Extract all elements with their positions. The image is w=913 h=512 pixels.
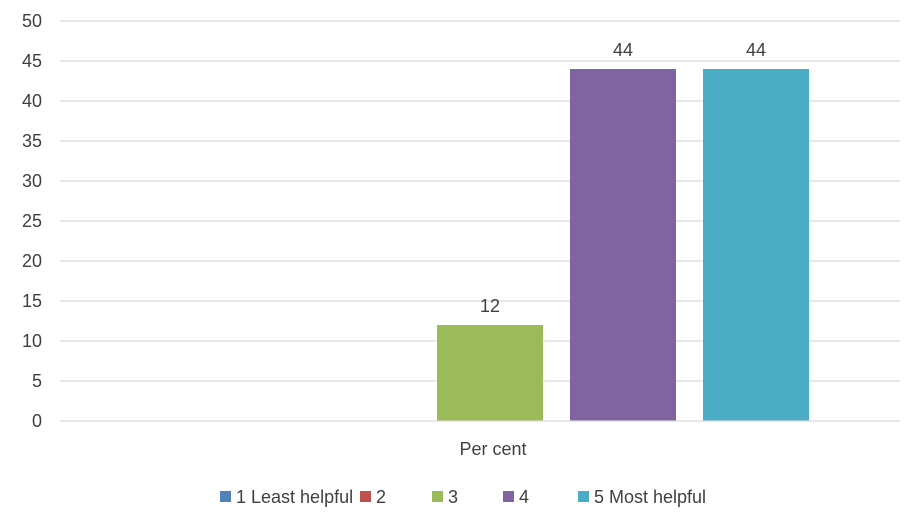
bar-5 <box>703 69 809 421</box>
legend: 1 Least helpful 2 3 4 5 Most helpful <box>220 487 706 507</box>
y-tick-label: 5 <box>32 371 42 391</box>
legend-swatch-1 <box>220 491 231 502</box>
y-axis-ticks: 0 5 10 15 20 25 30 35 40 45 50 <box>22 11 42 431</box>
y-tick-label: 10 <box>22 331 42 351</box>
legend-swatch-5 <box>578 491 589 502</box>
data-labels: 12 44 44 <box>480 40 766 316</box>
y-tick-label: 45 <box>22 51 42 71</box>
bar-3 <box>437 325 543 421</box>
x-category-label: Per cent <box>459 439 526 459</box>
legend-label-1: 1 Least helpful <box>236 487 353 507</box>
data-label-3: 12 <box>480 296 500 316</box>
x-axis: Per cent <box>60 420 900 459</box>
y-tick-label: 50 <box>22 11 42 31</box>
legend-swatch-2 <box>360 491 371 502</box>
legend-swatch-4 <box>503 491 514 502</box>
gridlines <box>60 20 900 382</box>
y-tick-label: 0 <box>32 411 42 431</box>
y-tick-label: 25 <box>22 211 42 231</box>
legend-swatch-3 <box>432 491 443 502</box>
data-label-5: 44 <box>746 40 766 60</box>
legend-label-2: 2 <box>376 487 386 507</box>
y-tick-label: 30 <box>22 171 42 191</box>
bar-4 <box>570 69 676 421</box>
y-tick-label: 40 <box>22 91 42 111</box>
data-label-4: 44 <box>613 40 633 60</box>
y-tick-label: 35 <box>22 131 42 151</box>
y-tick-label: 20 <box>22 251 42 271</box>
legend-label-5: 5 Most helpful <box>594 487 706 507</box>
bars <box>437 69 809 421</box>
legend-label-4: 4 <box>519 487 529 507</box>
y-tick-label: 15 <box>22 291 42 311</box>
legend-label-3: 3 <box>448 487 458 507</box>
